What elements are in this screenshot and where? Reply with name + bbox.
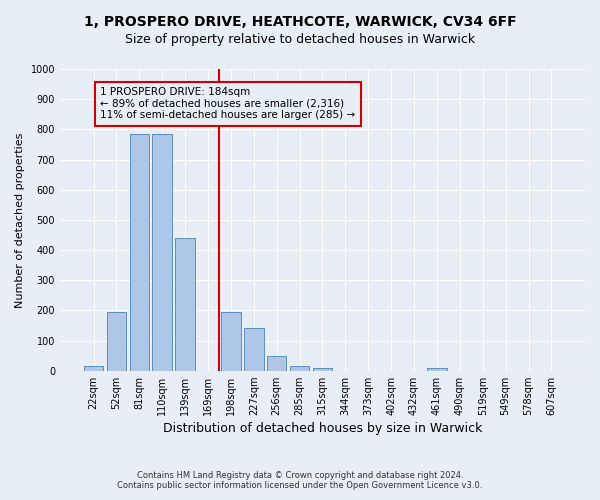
X-axis label: Distribution of detached houses by size in Warwick: Distribution of detached houses by size … xyxy=(163,422,482,435)
Bar xyxy=(427,368,446,370)
Bar xyxy=(267,356,286,370)
Text: 1, PROSPERO DRIVE, HEATHCOTE, WARWICK, CV34 6FF: 1, PROSPERO DRIVE, HEATHCOTE, WARWICK, C… xyxy=(83,15,517,29)
Bar xyxy=(130,134,149,370)
Bar xyxy=(290,366,309,370)
Bar xyxy=(175,238,195,370)
Y-axis label: Number of detached properties: Number of detached properties xyxy=(15,132,25,308)
Text: 1 PROSPERO DRIVE: 184sqm
← 89% of detached houses are smaller (2,316)
11% of sem: 1 PROSPERO DRIVE: 184sqm ← 89% of detach… xyxy=(100,87,356,120)
Text: Size of property relative to detached houses in Warwick: Size of property relative to detached ho… xyxy=(125,32,475,46)
Bar xyxy=(221,312,241,370)
Bar xyxy=(84,366,103,370)
Bar xyxy=(107,312,126,370)
Bar xyxy=(244,328,263,370)
Bar xyxy=(152,134,172,370)
Text: Contains HM Land Registry data © Crown copyright and database right 2024.
Contai: Contains HM Land Registry data © Crown c… xyxy=(118,470,482,490)
Bar xyxy=(313,368,332,370)
